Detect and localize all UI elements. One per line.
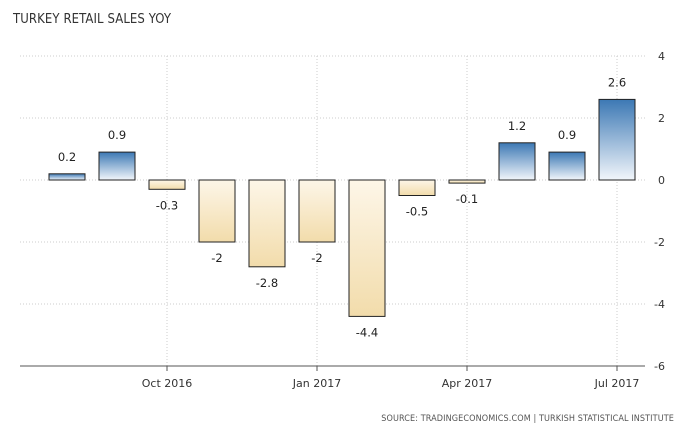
bar-data-label: -0.3 — [156, 198, 178, 212]
y-tick-label: -2 — [654, 236, 665, 249]
x-axis-ticks: Oct 2016 Jan 2017 Apr 2017 Jul 2017 — [142, 366, 640, 390]
chart-title: TURKEY RETAIL SALES YOY — [13, 12, 172, 27]
bar — [198, 179, 236, 243]
bar — [498, 142, 536, 181]
bars — [48, 98, 636, 317]
bar — [248, 179, 286, 268]
source-note: SOURCE: TRADINGECONOMICS.COM | TURKISH S… — [381, 414, 674, 424]
bar — [598, 98, 636, 181]
y-tick-label: 2 — [658, 112, 665, 125]
bar-data-label: -2 — [311, 251, 322, 265]
bar-data-label: 1.2 — [508, 119, 526, 133]
x-tick-label: Oct 2016 — [142, 377, 193, 390]
bar — [448, 179, 486, 184]
y-tick-label: -4 — [654, 298, 665, 311]
bar — [98, 151, 136, 181]
y-tick-label: 0 — [658, 174, 665, 187]
bar-labels: 0.2 0.9 -0.3 -2 -2.8 -2 -4.4 -0.5 -0.1 1.2 0.9 2.6 — [58, 75, 626, 339]
bar — [148, 179, 186, 190]
bar — [298, 179, 336, 243]
y-tick-label: 4 — [658, 50, 665, 63]
bar-data-label: 0.9 — [558, 128, 576, 142]
bar-data-label: 0.2 — [58, 150, 76, 164]
bar — [348, 179, 386, 317]
x-tick-label: Jul 2017 — [594, 377, 640, 390]
bar-data-label: 0.9 — [108, 128, 126, 142]
bar — [48, 173, 86, 181]
bar-data-label: -0.1 — [456, 192, 478, 206]
bar-data-label: -2.8 — [256, 276, 278, 290]
x-tick-label: Jan 2017 — [292, 377, 341, 390]
bar-data-label: -4.4 — [356, 325, 378, 339]
bar-data-label: 2.6 — [608, 75, 626, 89]
y-tick-label: -6 — [654, 360, 665, 373]
bar-data-label: -0.5 — [406, 205, 428, 219]
bar — [548, 151, 586, 181]
y-axis-ticks: 4 2 0 -2 -4 -6 — [654, 50, 665, 373]
x-tick-label: Apr 2017 — [442, 377, 493, 390]
bar — [398, 179, 436, 196]
bar-data-label: -2 — [211, 251, 222, 265]
